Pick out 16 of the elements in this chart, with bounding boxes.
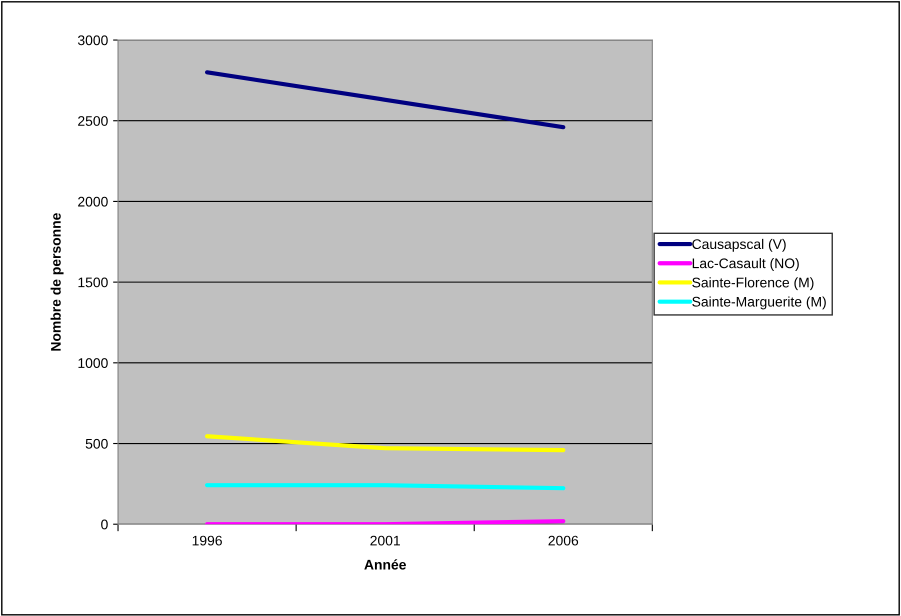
legend-label: Causapscal (V) [692, 238, 786, 252]
x-axis-title: Année [364, 559, 406, 570]
x-tick-label: 1996 [192, 536, 222, 546]
y-tick-label: 2000 [78, 196, 108, 207]
y-tick-label: 1000 [78, 358, 108, 368]
x-tick-label: 2001 [370, 536, 400, 546]
y-tick-label: 1500 [78, 277, 108, 288]
x-tick-label: 2006 [548, 536, 578, 546]
legend-label: Sainte-Marguerite (M) [692, 296, 826, 310]
y-tick-label: 3000 [78, 35, 108, 46]
y-tick-label: 500 [86, 438, 108, 449]
y-axis-title: Nombre de personne [50, 213, 64, 351]
legend-label: Sainte-Florence (M) [692, 277, 814, 290]
y-tick-label: 2500 [78, 116, 108, 126]
legend-label: Lac-Casault (NO) [692, 258, 799, 271]
y-tick-label: 0 [101, 520, 108, 530]
